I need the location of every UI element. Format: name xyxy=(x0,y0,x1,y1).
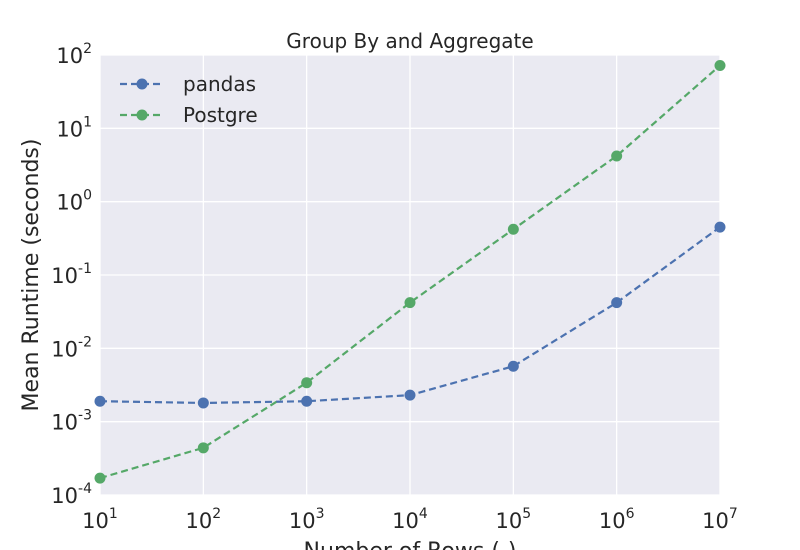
data-point-postgre xyxy=(197,442,209,454)
y-tick-label: 10-1 xyxy=(51,261,92,288)
y-tick-label: 10-4 xyxy=(51,481,92,508)
data-point-pandas xyxy=(197,397,209,409)
y-tick-label: 101 xyxy=(56,114,92,141)
x-tick-label: 106 xyxy=(599,506,635,533)
x-tick-label: 101 xyxy=(82,506,118,533)
data-point-postgre xyxy=(611,150,623,162)
x-tick-label: 102 xyxy=(186,506,222,533)
chart-title: Group By and Aggregate xyxy=(286,29,533,53)
data-point-pandas xyxy=(611,297,623,309)
legend-marker-pandas xyxy=(136,78,148,90)
legend-marker-postgre xyxy=(136,109,148,121)
x-axis-label: Number of Rows (-) xyxy=(304,539,517,550)
data-point-pandas xyxy=(507,360,519,372)
legend-label-pandas: pandas xyxy=(183,72,256,96)
y-tick-label: 100 xyxy=(56,188,92,215)
y-tick-label: 10-3 xyxy=(51,408,92,435)
x-tick-label: 104 xyxy=(392,506,428,533)
data-point-postgre xyxy=(404,297,416,309)
data-point-pandas xyxy=(714,221,726,233)
legend-label-postgre: Postgre xyxy=(183,103,258,127)
x-tick-label: 107 xyxy=(702,506,738,533)
y-axis-label: Mean Runtime (seconds) xyxy=(19,139,44,412)
data-point-postgre xyxy=(94,472,106,484)
data-point-postgre xyxy=(714,59,726,71)
data-point-pandas xyxy=(301,395,313,407)
data-point-pandas xyxy=(94,395,106,407)
data-point-pandas xyxy=(404,389,416,401)
x-tick-label: 103 xyxy=(289,506,325,533)
x-tick-label: 105 xyxy=(496,506,532,533)
data-point-postgre xyxy=(507,223,519,235)
data-point-postgre xyxy=(301,377,313,389)
y-tick-label: 102 xyxy=(56,41,92,68)
y-tick-label: 10-2 xyxy=(51,334,92,361)
